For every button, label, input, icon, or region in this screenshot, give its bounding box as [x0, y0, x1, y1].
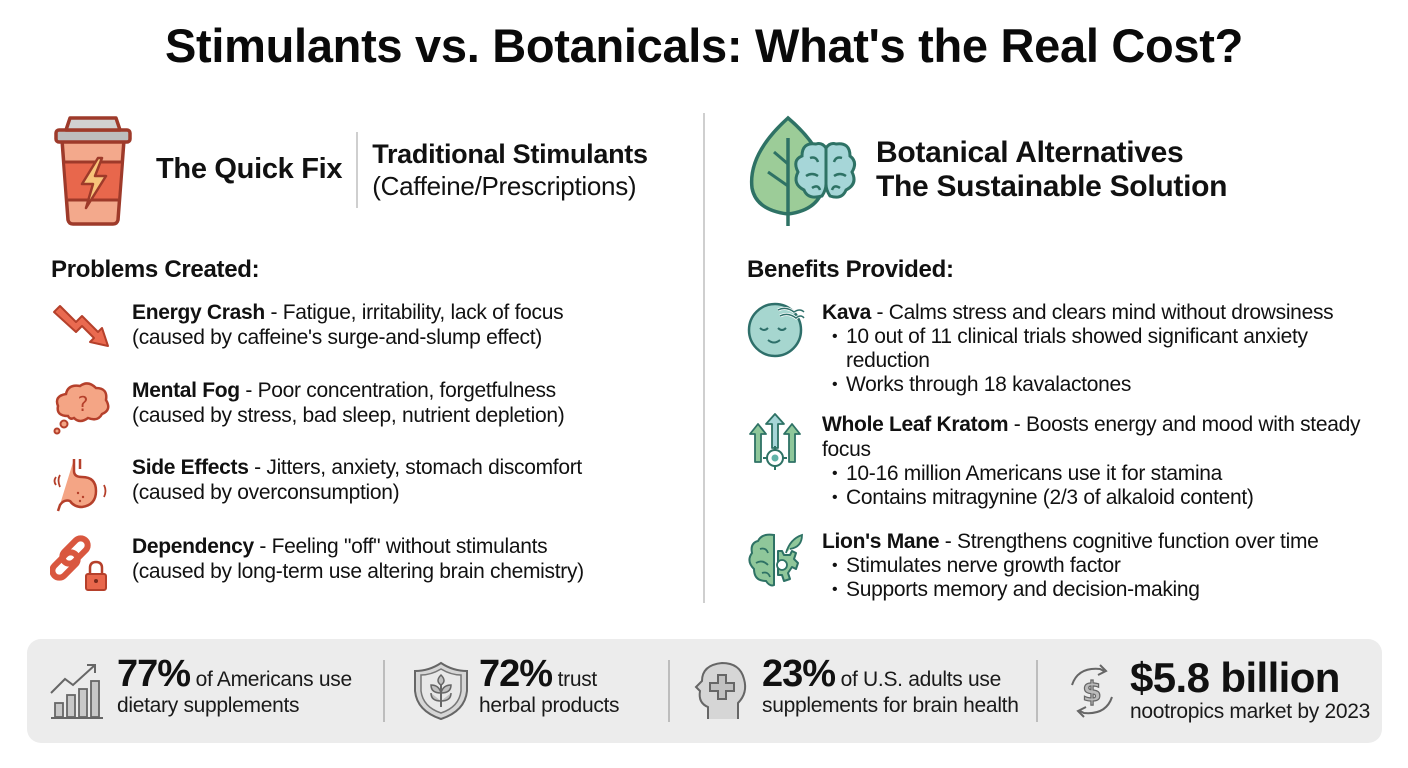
- botanicals-heading: Botanical Alternatives: [876, 135, 1184, 169]
- benefit-bullet: Supports memory and decision-making: [832, 578, 1319, 602]
- problems-section-label: Problems Created:: [51, 256, 260, 283]
- thought-cloud-question-icon: ?: [53, 382, 110, 435]
- stat-herbal-trust: 72% trust herbal products: [385, 639, 668, 743]
- chain-lock-icon: [50, 535, 107, 591]
- coffee-cup-lightning-icon: [54, 115, 132, 226]
- stat-value: 72%: [479, 653, 553, 695]
- problem-name: Energy Crash: [132, 301, 265, 324]
- stimulants-header: The Quick Fix Traditional Stimulants (Ca…: [48, 112, 648, 227]
- stat-label: trust: [552, 668, 598, 691]
- shield-plant-icon: [414, 661, 468, 721]
- arrows-up-target-icon: [749, 413, 801, 470]
- problem-item-dependency: Dependency - Feeling "off" without stimu…: [50, 534, 584, 594]
- benefit-desc: - Strengthens cognitive function over ti…: [939, 530, 1319, 553]
- problem-name: Dependency: [132, 535, 254, 558]
- stat-label: of Americans use: [190, 668, 353, 691]
- problem-cause: (caused by caffeine's surge-and-slump ef…: [132, 326, 542, 349]
- benefit-item-kratom: Whole Leaf Kratom - Boosts energy and mo…: [746, 412, 1362, 510]
- stat-divider: [383, 660, 385, 722]
- header-divider: [356, 131, 359, 208]
- svg-text:$: $: [1082, 675, 1101, 708]
- stat-divider: [1036, 660, 1038, 722]
- problem-name: Side Effects: [132, 456, 249, 479]
- benefit-name: Lion's Mane: [822, 530, 940, 553]
- stat-label-line2: herbal products: [479, 694, 620, 717]
- benefit-bullet: Stimulates nerve growth factor: [832, 554, 1319, 578]
- upset-stomach-icon: [53, 459, 107, 512]
- stats-bar: 77% of Americans use dietary supplements…: [27, 639, 1382, 743]
- leaf-brain-icon: [749, 115, 857, 226]
- bar-chart-trend-icon: [50, 664, 103, 719]
- stat-supplement-use: 77% of Americans use dietary supplements: [27, 639, 383, 743]
- problem-cause: (caused by stress, bad sleep, nutrient d…: [132, 404, 565, 427]
- stat-label-line2: supplements for brain health: [762, 694, 1019, 717]
- problem-cause: (caused by overconsumption): [132, 481, 400, 504]
- benefits-section-label: Benefits Provided:: [747, 256, 954, 283]
- stat-brain-health: 23% of U.S. adults use supplements for b…: [670, 639, 1036, 743]
- benefit-item-lions-mane: Lion's Mane - Strengthens cognitive func…: [746, 529, 1319, 602]
- benefit-desc: - Calms stress and clears mind without d…: [871, 301, 1334, 324]
- benefit-bullet: Contains mitragynine (2/3 of alkaloid co…: [832, 486, 1362, 510]
- benefit-bullet: Works through 18 kavalactones: [832, 373, 1332, 397]
- calm-face-icon: [747, 302, 806, 358]
- quick-fix-label: The Quick Fix: [156, 153, 343, 185]
- svg-text:?: ?: [78, 392, 89, 416]
- botanicals-header: Botanical Alternatives The Sustainable S…: [746, 112, 1227, 227]
- problem-desc: - Fatigue, irritability, lack of focus: [264, 301, 564, 324]
- head-medical-cross-icon: [694, 661, 747, 719]
- stimulants-heading: Traditional Stimulants: [372, 138, 648, 169]
- dollar-cycle-icon: $: [1071, 664, 1113, 718]
- botanicals-subheading: The Sustainable Solution: [876, 169, 1228, 203]
- benefit-item-kava: Kava - Calms stress and clears mind with…: [746, 300, 1334, 397]
- downward-zigzag-arrow-icon: [53, 305, 109, 347]
- problem-item-side-effects: Side Effects - Jitters, anxiety, stomach…: [50, 455, 582, 515]
- problem-desc: - Poor concentration, forgetfulness: [239, 379, 556, 402]
- problem-item-mental-fog: ? Mental Fog - Poor concentration, forge…: [50, 378, 565, 438]
- stat-label-line2: dietary supplements: [117, 694, 300, 717]
- benefit-bullet: 10-16 million Americans use it for stami…: [832, 462, 1362, 486]
- problem-name: Mental Fog: [132, 379, 240, 402]
- problem-item-energy-crash: Energy Crash - Fatigue, irritability, la…: [50, 300, 564, 360]
- problem-cause: (caused by long-term use altering brain …: [132, 560, 584, 583]
- stat-label-line2: nootropics market by 2023: [1130, 700, 1370, 723]
- column-divider: [703, 113, 705, 603]
- stat-label: of U.S. adults use: [835, 668, 1002, 691]
- stat-value: 77%: [117, 653, 191, 695]
- stat-divider: [668, 660, 670, 722]
- stat-value: 23%: [762, 653, 836, 695]
- benefit-name: Whole Leaf Kratom: [822, 413, 1009, 436]
- benefit-name: Kava: [822, 301, 872, 324]
- benefit-desc: - Boosts energy and mood with steady foc…: [822, 413, 1361, 461]
- problem-desc: - Jitters, anxiety, stomach discomfort: [248, 456, 582, 479]
- problem-desc: - Feeling "off" without stimulants: [253, 535, 548, 558]
- stat-nootropics-market: $ $5.8 billion nootropics market by 2023: [1038, 639, 1370, 743]
- stat-value: $5.8 billion: [1130, 654, 1340, 701]
- stimulants-subheading: (Caffeine/Prescriptions): [372, 170, 637, 201]
- benefit-bullet: 10 out of 11 clinical trials showed sign…: [832, 325, 1332, 373]
- page-title: Stimulants vs. Botanicals: What's the Re…: [165, 19, 1243, 72]
- brain-gear-sprout-icon: [748, 533, 803, 587]
